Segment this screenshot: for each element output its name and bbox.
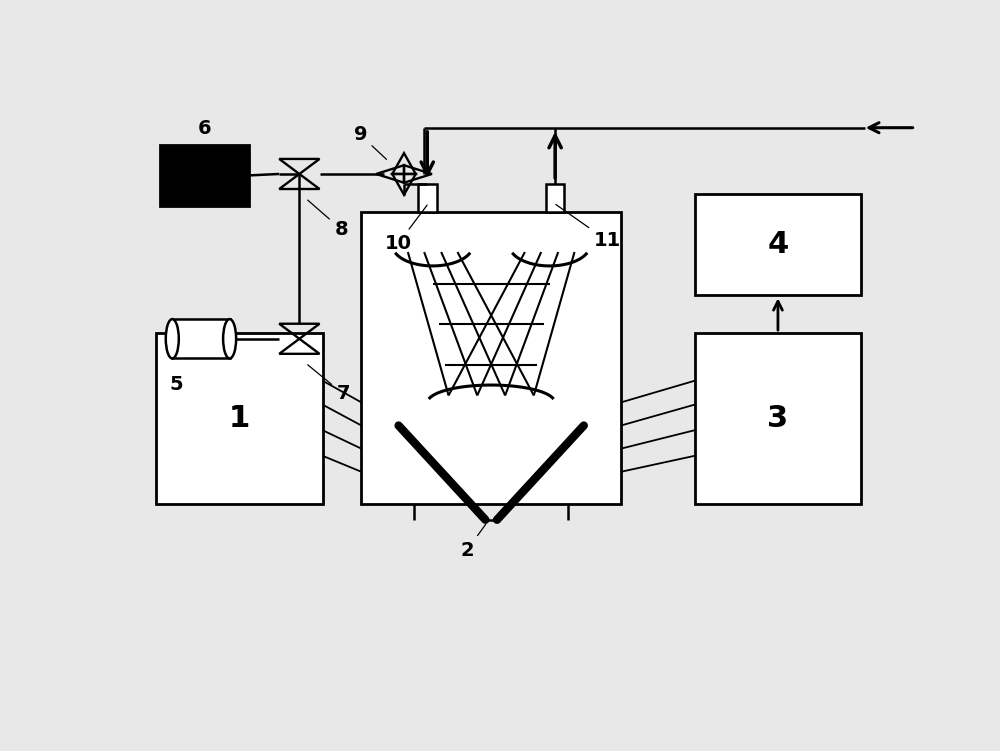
Bar bbox=[546, 184, 564, 212]
Bar bbox=[418, 184, 437, 212]
Ellipse shape bbox=[223, 319, 236, 358]
Text: 8: 8 bbox=[308, 200, 348, 239]
Bar bbox=[156, 333, 323, 504]
Bar bbox=[695, 333, 861, 504]
Text: 7: 7 bbox=[308, 365, 350, 403]
Text: 11: 11 bbox=[556, 204, 621, 250]
Bar bbox=[695, 195, 861, 295]
Text: 1: 1 bbox=[229, 404, 250, 433]
Bar bbox=[160, 145, 249, 206]
Text: 3: 3 bbox=[767, 404, 788, 433]
Bar bbox=[172, 319, 230, 358]
Text: 6: 6 bbox=[198, 119, 211, 138]
Text: 5: 5 bbox=[169, 375, 183, 394]
Bar bbox=[361, 212, 621, 504]
Text: 10: 10 bbox=[385, 205, 427, 253]
Text: 1: 1 bbox=[229, 404, 250, 433]
Text: 9: 9 bbox=[354, 125, 386, 159]
Text: 2: 2 bbox=[460, 524, 486, 559]
Ellipse shape bbox=[166, 319, 179, 358]
Text: 4: 4 bbox=[767, 231, 789, 259]
